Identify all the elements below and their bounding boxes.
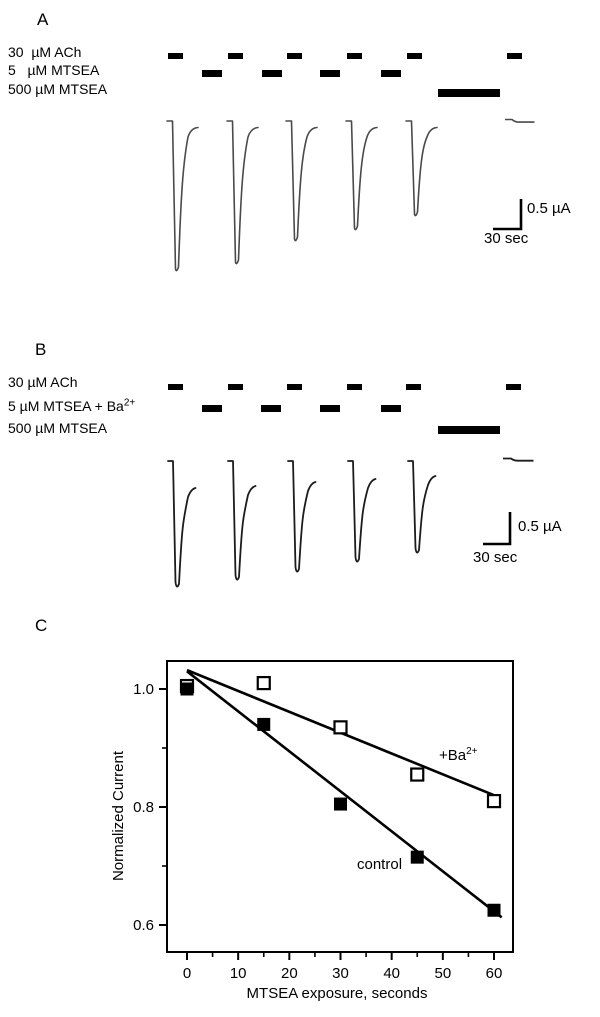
current-trace — [227, 460, 257, 581]
ach-pulse-bar — [287, 53, 302, 59]
panel-a-scale-current-label: 0.5 µA — [527, 200, 571, 217]
ach-pulse-bar — [507, 53, 522, 59]
data-point-filled-square — [257, 717, 271, 731]
mtsea-pulse-bar — [320, 70, 340, 77]
post-block-flat-trace — [503, 457, 534, 462]
data-point-filled-square — [334, 797, 348, 811]
panel-b-row-ach: 30 µM ACh — [8, 375, 78, 390]
x-tick-label: 40 — [383, 965, 400, 982]
ach-pulse-bar — [168, 53, 183, 59]
annotation-control: control — [357, 856, 403, 873]
current-trace — [345, 120, 378, 231]
mtsea-pulse-bar — [202, 70, 222, 77]
current-trace — [166, 120, 199, 272]
panel-a-row-mtsea500-text: 500 µM MTSEA — [8, 81, 108, 97]
ach-pulse-bar — [228, 384, 243, 390]
panel-a-scale-time-label: 30 sec — [484, 230, 529, 247]
current-trace — [407, 460, 437, 554]
ach-pulse-bar — [228, 53, 243, 59]
x-tick-label: 30 — [332, 965, 349, 982]
panel-b-row-mtsea-ba: 5 µM MTSEA + Ba2+ — [8, 397, 136, 414]
ach-pulse-bar — [407, 53, 422, 59]
data-point-filled-square — [487, 903, 501, 917]
mtsea-pulse-bar — [320, 405, 340, 412]
ach-pulse-bar — [168, 384, 183, 390]
mtsea-pulse-bar — [381, 70, 401, 77]
panel-a-row-mtsea5-text: 5 µM MTSEA — [8, 62, 100, 78]
panel-b-row-mtsea-ba-text: 5 µM MTSEA + Ba — [8, 398, 124, 414]
panel-b-graphics — [167, 384, 534, 588]
ach-pulse-bar — [406, 384, 421, 390]
x-tick-label: 10 — [230, 965, 247, 982]
x-tick-label: 0 — [183, 965, 191, 982]
data-point-open-square — [486, 793, 502, 809]
panel-a-label: A — [37, 10, 49, 29]
current-trace — [287, 460, 317, 573]
data-point-open-square — [333, 720, 348, 735]
panel-a-graphics — [166, 53, 535, 272]
scale-bar — [483, 512, 512, 546]
panel-c-label: C — [35, 616, 48, 635]
x-tick-label: 50 — [434, 965, 451, 982]
data-point-filled-square — [410, 850, 424, 864]
y-tick-label: 1.0 — [133, 681, 154, 698]
mtsea-500-bar — [438, 426, 500, 434]
mtsea-pulse-bar — [262, 70, 282, 77]
annotation-ba-sup: 2+ — [466, 746, 478, 757]
fit-line — [186, 670, 503, 919]
current-trace — [347, 460, 377, 563]
x-tick-label: 20 — [281, 965, 298, 982]
ach-pulse-bar — [287, 384, 302, 390]
ach-pulse-bar — [506, 384, 521, 390]
panel-a-row-mtsea5: 5 µM MTSEA — [8, 63, 99, 78]
panel-a-row-mtsea500: 500 µM MTSEA — [8, 82, 107, 97]
mtsea-pulse-bar — [381, 405, 401, 412]
chart: 0 10 20 30 40 50 60 0.6 0.8 1.0 — [133, 660, 514, 982]
y-tick-label: 0.6 — [133, 917, 154, 934]
panel-b-label: B — [35, 340, 47, 359]
panel-b-scale-current-label: 0.5 µA — [518, 518, 562, 535]
current-trace — [285, 120, 318, 242]
current-trace — [405, 120, 438, 217]
x-axis-title: MTSEA exposure, seconds — [246, 985, 428, 1002]
panel-b-scale-time-label: 30 sec — [473, 549, 518, 566]
ach-pulse-bar — [347, 53, 362, 59]
y-tick-label: 0.8 — [133, 799, 154, 816]
mtsea-500-bar — [438, 89, 500, 97]
mtsea-pulse-bar — [202, 405, 222, 412]
annotation-ba-text: +Ba — [439, 747, 467, 764]
plot-box — [166, 660, 514, 953]
panel-b-row-mtsea500: 500 µM MTSEA — [8, 421, 107, 436]
data-point-open-square — [410, 767, 425, 782]
panel-a-row-ach: 30 µM ACh — [8, 45, 81, 60]
data-point-filled-square — [180, 682, 194, 696]
current-trace — [226, 120, 259, 265]
ach-pulse-bar — [347, 384, 362, 390]
current-trace — [167, 460, 197, 588]
mtsea-pulse-bar — [261, 405, 281, 412]
panel-b-row-mtsea500-text: 500 µM MTSEA — [8, 420, 108, 436]
scale-bar — [493, 199, 523, 231]
annotation-ba: +Ba2+ — [439, 746, 478, 764]
post-block-flat-trace — [505, 118, 535, 123]
y-axis-title: Normalized Current — [110, 750, 128, 882]
panel-b-row-mtsea-ba-sup: 2+ — [123, 397, 136, 409]
x-tick-label: 60 — [486, 965, 503, 982]
panel-b-row-ach-text: 30 µM ACh — [8, 374, 78, 390]
data-point-open-square — [256, 675, 271, 691]
panel-a-row-ach-text: 30 µM ACh — [8, 44, 82, 60]
